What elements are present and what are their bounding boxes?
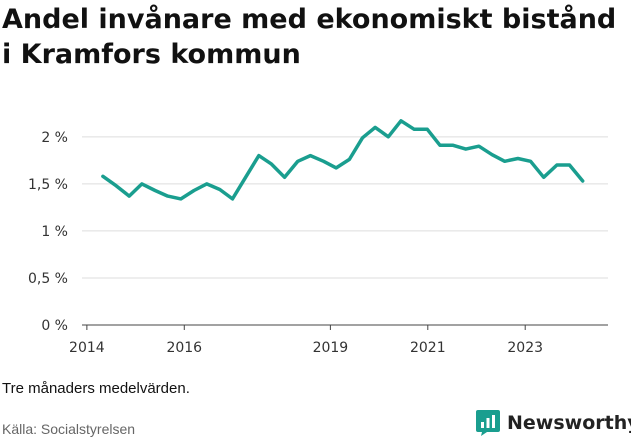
grid-lines (82, 136, 608, 326)
y-tick-label: 0 % (41, 318, 68, 334)
brand-name: Newsworthy (507, 412, 631, 434)
y-axis-ticks: 0 % 0,5 % 1 % 1,5 % 2 % (28, 130, 68, 334)
newsworthy-chart-bubble-icon (476, 410, 500, 436)
series-line (101, 119, 585, 201)
x-tick-label: 2021 (410, 340, 446, 356)
x-tick-label: 2019 (313, 340, 349, 356)
y-tick-label: 1 % (41, 224, 68, 240)
chart-note: Tre månaders medelvärden. (2, 380, 190, 397)
y-tick-label: 2 % (41, 130, 68, 146)
x-tick-label: 2016 (166, 340, 202, 356)
y-tick-label: 0,5 % (28, 271, 68, 287)
x-tick-label: 2023 (507, 340, 543, 356)
x-tick-label: 2014 (69, 340, 105, 356)
brand-logo: Newsworthy (475, 408, 631, 438)
x-axis-ticks: 2014 2016 2019 2021 2023 (69, 325, 543, 356)
chart-title: Andel invånare med ekonomiskt bistånd i … (2, 4, 617, 70)
series-layer (101, 119, 585, 201)
source-credit: Källa: Socialstyrelsen (2, 421, 136, 437)
y-tick-label: 1,5 % (28, 177, 68, 193)
